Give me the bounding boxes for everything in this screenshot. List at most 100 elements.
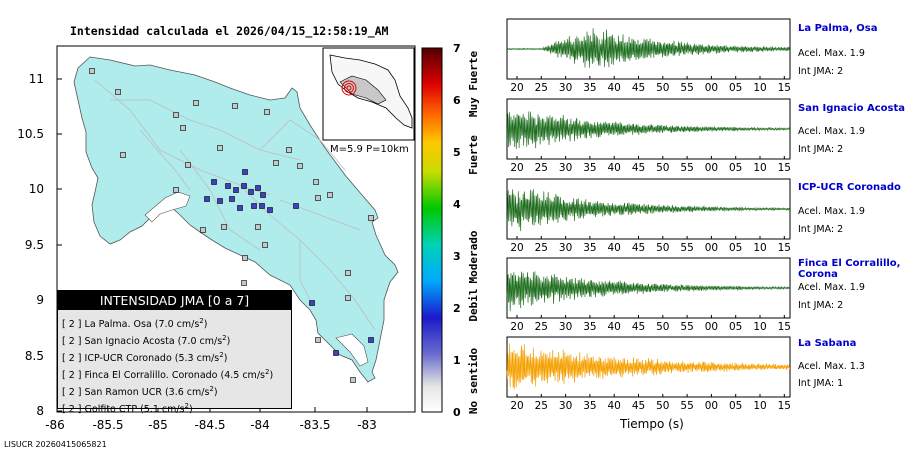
station-marker xyxy=(237,205,243,211)
trace-station-name: ICP-UCR Coronado xyxy=(798,182,901,193)
intensity-legend: INTENSIDAD JMA [0 a 7] [ 2 ] La Palma. O… xyxy=(57,290,292,415)
station-marker xyxy=(232,103,238,109)
trace-tick-label: 35 xyxy=(583,242,596,254)
colorbar-label: Moderado xyxy=(467,230,480,283)
station-marker xyxy=(115,89,121,95)
x-tick-labels: -86 -85.5 -85 -84.5 -84 -83.5 -83 xyxy=(45,418,377,432)
trace-tick-label: 00 xyxy=(705,400,718,412)
trace-tick-label: 45 xyxy=(632,162,645,174)
colorbar-tick: 2 xyxy=(453,302,461,315)
trace-tick-label: 30 xyxy=(559,242,572,254)
trace-acel: Acel. Max. 1.9 xyxy=(798,126,865,137)
trace-station-name: La Sabana xyxy=(798,338,857,349)
station-marker xyxy=(193,100,199,106)
trace-int: Int JMA: 2 xyxy=(798,300,844,311)
station-marker xyxy=(185,162,191,168)
trace-tick-label: 15 xyxy=(778,321,791,333)
station-marker xyxy=(221,224,227,230)
trace-int: Int JMA: 2 xyxy=(798,144,844,155)
trace-tick-label: 15 xyxy=(778,242,791,254)
trace-tick-label: 30 xyxy=(559,82,572,94)
trace-tick-label: 00 xyxy=(705,242,718,254)
x-tick: -85 xyxy=(148,418,168,432)
station-marker xyxy=(262,242,268,248)
station-marker xyxy=(350,377,356,383)
station-marker xyxy=(260,192,266,198)
x-tick: -83 xyxy=(357,418,377,432)
trace-acel: Acel. Max. 1.3 xyxy=(798,361,865,372)
station-marker xyxy=(345,295,351,301)
trace-acel: Acel. Max. 1.9 xyxy=(798,206,865,217)
station-marker xyxy=(120,152,126,158)
station-marker xyxy=(217,145,223,151)
colorbar-tick: 4 xyxy=(453,198,461,211)
station-marker xyxy=(229,196,235,202)
station-marker xyxy=(225,183,231,189)
trace-tick-label: 15 xyxy=(778,82,791,94)
legend-station: Finca El Corralillo. Coronado (4.5 cm/s xyxy=(84,370,265,382)
gulf-of-nicoya xyxy=(144,191,191,223)
seismogram-trace xyxy=(506,271,791,312)
station-marker xyxy=(333,350,339,356)
trace-tick-label: 50 xyxy=(656,400,669,412)
station-marker xyxy=(313,179,319,185)
trace-station-name: Finca El Corralillo, Corona xyxy=(798,258,901,280)
trace-tick-label: 10 xyxy=(753,400,766,412)
golfo-dulce xyxy=(335,333,369,367)
legend-station: La Palma. Osa (7.0 cm/s xyxy=(84,319,200,331)
legend-header: INTENSIDAD JMA [0 a 7] xyxy=(58,291,291,310)
inset-label: M=5.9 P=10km xyxy=(330,144,409,155)
map-title: Intensidad calculada el 2026/04/15_12:58… xyxy=(70,24,389,38)
trace-tick-label: 05 xyxy=(729,400,742,412)
legend-intensity: [ 2 ] xyxy=(62,336,85,348)
trace-tick-label: 30 xyxy=(559,321,572,333)
trace-acel: Acel. Max. 1.9 xyxy=(798,48,865,59)
legend-intensity: [ 2 ] xyxy=(62,404,85,416)
seismogram-panel: 20 25 30 35 40 45 50 55 00 05 10 15 xyxy=(506,178,791,254)
trace-tick-label: 50 xyxy=(656,82,669,94)
colorbar-label: Muy Fuerte xyxy=(467,51,480,118)
legend-row: [ 2 ] San Ramon UCR (3.6 cm/s2) xyxy=(62,385,218,399)
station-marker xyxy=(368,337,374,343)
trace-tick-label: 45 xyxy=(632,400,645,412)
trace-tick-label: 00 xyxy=(705,82,718,94)
trace-tick-label: 55 xyxy=(680,321,693,333)
legend-row: [ 2 ] ICP-UCR Coronado (5.3 cm/s2) xyxy=(62,351,228,365)
trace-acel: Acel. Max. 1.9 xyxy=(798,282,865,293)
trace-tick-label: 55 xyxy=(680,242,693,254)
trace-tick-label: 40 xyxy=(608,82,621,94)
y-tick-labels: 11 10.5 10 9.5 9 8.5 8 xyxy=(17,72,44,418)
trace-tick-label: 05 xyxy=(729,321,742,333)
trace-tick-label: 20 xyxy=(510,321,523,333)
trace-tick-label: 55 xyxy=(680,400,693,412)
station-marker xyxy=(242,255,248,261)
trace-tick-label: 30 xyxy=(559,400,572,412)
station-marker xyxy=(241,183,247,189)
trace-tick-label: 00 xyxy=(705,321,718,333)
station-marker xyxy=(89,68,95,74)
seismogram-panels: 20 25 30 35 40 45 50 55 00 05 10 15 20 25 30 35 40 45 50 55… xyxy=(506,18,791,412)
colorbar-tick: 5 xyxy=(453,146,461,159)
trace-station-name: San Ignacio Acosta xyxy=(798,103,906,114)
colorbar-tick: 7 xyxy=(453,42,461,55)
station-marker xyxy=(327,192,333,198)
footer-id: LISUCR 20260415065821 xyxy=(4,440,107,449)
station-marker xyxy=(204,196,210,202)
seismogram-panel: 20 25 30 35 40 45 50 55 00 05 10 15 xyxy=(506,18,791,94)
trace-tick-label: 35 xyxy=(583,400,596,412)
trace-tick-label: 20 xyxy=(510,400,523,412)
trace-tick-label: 55 xyxy=(680,162,693,174)
station-marker xyxy=(293,203,299,209)
trace-tick-label: 00 xyxy=(705,162,718,174)
station-marker xyxy=(180,125,186,131)
y-tick: 9.5 xyxy=(25,238,44,252)
trace-tick-label: 15 xyxy=(778,400,791,412)
colorbar-label: No sentido xyxy=(467,348,480,415)
trace-tick-label: 30 xyxy=(559,162,572,174)
station-marker xyxy=(259,203,265,209)
trace-tick-label: 35 xyxy=(583,82,596,94)
seismogram-trace xyxy=(506,111,791,150)
trace-tick-label: 10 xyxy=(753,242,766,254)
trace-tick-label: 40 xyxy=(608,400,621,412)
